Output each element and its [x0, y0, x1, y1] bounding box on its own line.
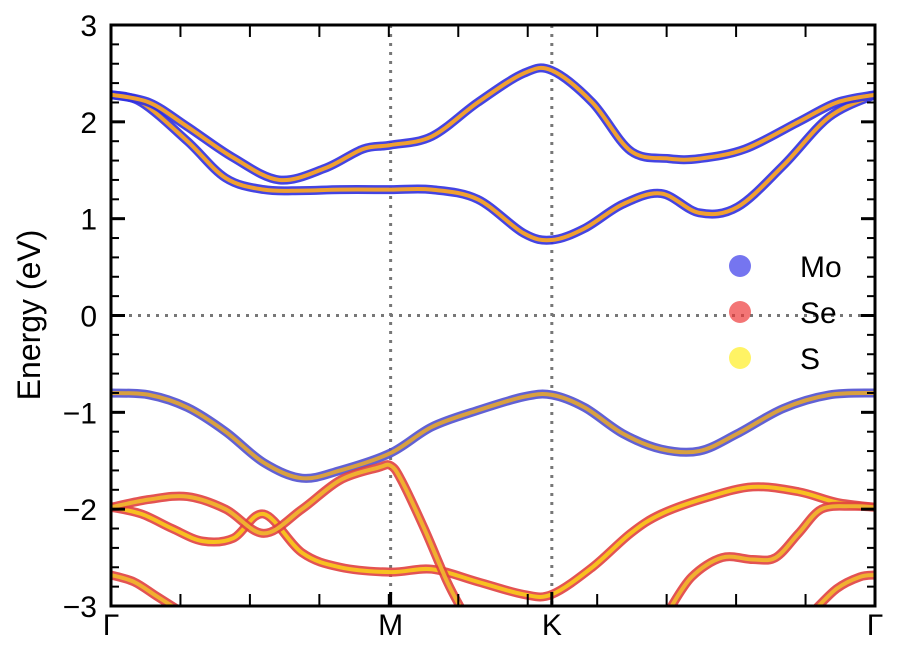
band-cb2: [111, 92, 875, 243]
band-vb2: [111, 484, 875, 599]
x-tick-label: Γ: [867, 609, 884, 642]
x-tick-label: M: [378, 609, 403, 642]
y-tick-label: 2: [80, 107, 97, 140]
legend-label-mo: Mo: [800, 251, 842, 284]
band-vb6: [815, 573, 875, 606]
legend: Mo Se S: [729, 251, 842, 376]
y-tick-label: −1: [63, 397, 97, 430]
band-vb4: [669, 504, 875, 606]
y-tick-label: 1: [80, 204, 97, 237]
tick-labels-group: −3 −2 −1 0 1 2 3 Γ M K Γ: [63, 10, 883, 642]
legend-marker-s: [729, 347, 751, 369]
band-vb5: [111, 573, 176, 606]
x-tick-label: Γ: [103, 609, 120, 642]
ticks-group: [109, 23, 877, 608]
band-cb2-outer: [111, 90, 875, 245]
band-vb3: [111, 462, 463, 606]
legend-marker-mo: [729, 255, 751, 277]
band-cb1: [111, 65, 875, 183]
x-tick-label: K: [542, 609, 562, 642]
band-vb1: [111, 390, 875, 481]
y-tick-label: 3: [80, 10, 97, 43]
legend-marker-se: [729, 301, 751, 323]
y-tick-label: −3: [63, 591, 97, 624]
legend-label-se: Se: [800, 297, 837, 330]
grid-lines: [111, 25, 875, 606]
bands-group: [111, 63, 875, 606]
band-cb1-outer: [111, 63, 875, 185]
y-tick-label: −2: [63, 494, 97, 527]
y-tick-label: 0: [80, 301, 97, 334]
y-axis-title: Energy (eV): [11, 230, 47, 401]
legend-label-s: S: [800, 343, 820, 376]
